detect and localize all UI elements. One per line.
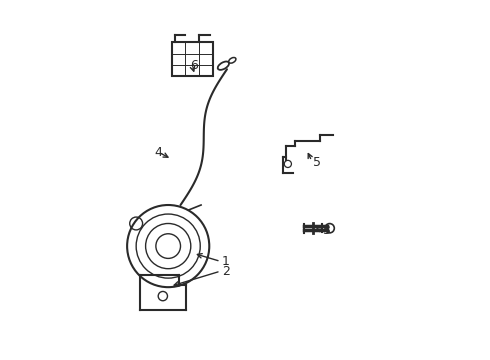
Text: 2: 2 [222, 265, 230, 278]
Ellipse shape [218, 62, 229, 70]
Ellipse shape [229, 58, 236, 63]
Text: 5: 5 [313, 156, 321, 169]
Text: 3: 3 [322, 224, 330, 237]
Text: 1: 1 [222, 255, 230, 268]
FancyBboxPatch shape [172, 42, 213, 76]
Text: 4: 4 [154, 146, 162, 159]
Text: 6: 6 [190, 59, 197, 72]
